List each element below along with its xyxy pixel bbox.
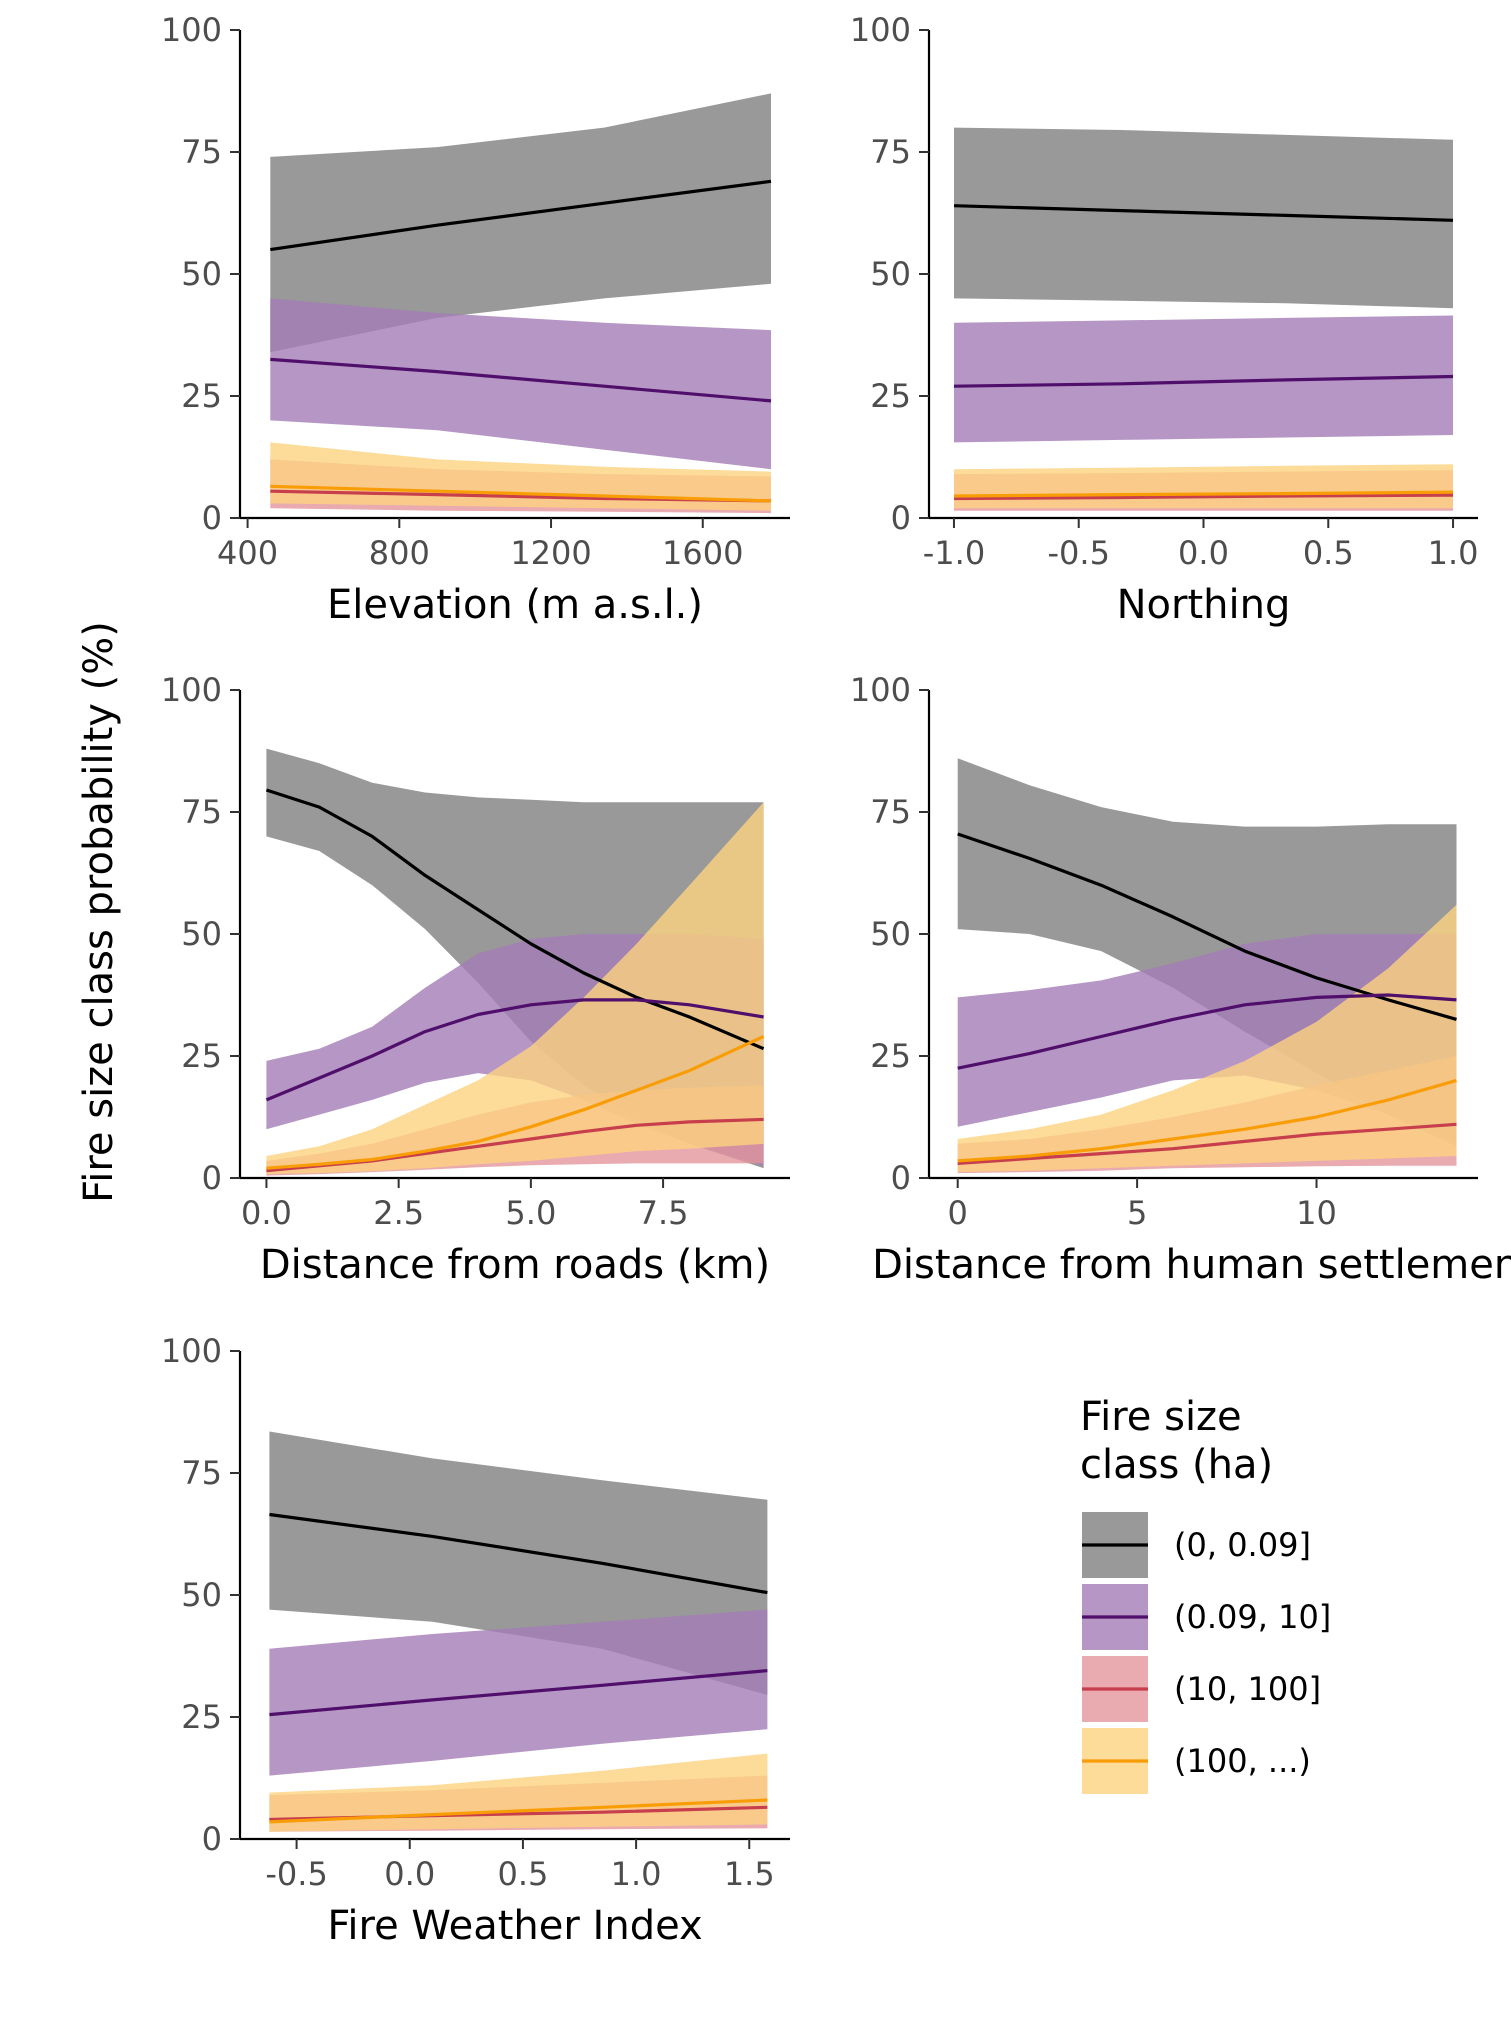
y-tick-label: 50 [870,915,911,953]
legend-label: (10, 100] [1174,1670,1321,1708]
y-tick-label: 50 [181,1576,222,1614]
y-tick-label: 50 [870,255,911,293]
panel-1: 0 25 50 75 100 400 800 1200 1600 Elevation (m a.s… [161,11,790,628]
legend-label: (0.09, 10] [1174,1598,1331,1636]
y-tick-label: 100 [850,11,911,49]
y-tick-label: 25 [181,1698,222,1736]
legend-items: (0, 0.09] (0.09, 10] (10, 100] (100, ...) [1082,1512,1331,1794]
mean-line-100 [957,1078,1457,1163]
x-tick-label: 1600 [662,534,743,572]
panel-3: 0 25 50 75 100 0.0 2.5 5.0 7.5 Distance from road… [161,671,790,1288]
panel-5: 0 25 50 75 100 -0.5 0.0 0.5 1.0 1.5 Fire Weather I… [161,1332,790,1949]
y-tick-label: 75 [181,1454,222,1492]
confidence-band-0-09-10 [270,298,771,470]
confidence-band-100 [954,464,1453,509]
x-tick-label: 2.5 [373,1194,424,1232]
x-axis-title: Distance from human settlement [872,1242,1511,1288]
legend-item-0-0-09: (0, 0.09] [1082,1512,1311,1578]
y-tick-label: 25 [181,1037,222,1075]
panel-2: 0 25 50 75 100 -1.0 -0.5 0.0 0.5 1.0 Northing [850,11,1479,628]
legend-label: (100, ...) [1174,1742,1311,1780]
x-tick-label: 0.0 [241,1194,292,1232]
y-tick-label: 25 [870,1037,911,1075]
y-tick-label: 75 [870,793,911,831]
mean-line-0-0-09 [269,1512,768,1595]
y-tick-label: 0 [891,499,911,537]
y-tick-label: 50 [181,255,222,293]
x-tick-label: 5.0 [505,1194,556,1232]
mean-line-100 [270,484,772,503]
y-axis-title: Fire size class probability (%) [76,621,122,1203]
confidence-band-0-0-09 [270,93,771,353]
legend: Fire size class (ha) (0, 0.09] (0.09, 10]… [1080,1394,1331,1794]
mean-line-0-0-09 [270,179,772,252]
x-tick-label: 5 [1127,1194,1147,1232]
y-tick-label: 75 [181,133,222,171]
confidence-band-0-09-10 [954,315,1453,443]
mean-line-0-0-09 [265,788,765,1051]
y-tick-label: 75 [870,133,911,171]
legend-item-100: (100, ...) [1082,1728,1311,1794]
legend-item-0-09-10: (0.09, 10] [1082,1584,1331,1650]
x-axis-title: Elevation (m a.s.l.) [327,582,703,628]
y-tick-label: 0 [202,1820,222,1858]
y-tick-label: 0 [891,1159,911,1197]
mean-line-10-100 [957,1122,1457,1165]
mean-line-0-09-10 [957,993,1457,1070]
mean-line-0-09-10 [270,357,772,403]
x-tick-label: 0.0 [1178,534,1229,572]
mean-line-0-09-10 [953,374,1454,388]
y-tick-label: 0 [202,499,222,537]
y-tick-label: 25 [181,377,222,415]
x-axis-title: Fire Weather Index [327,1903,702,1949]
mean-line-100 [953,490,1454,498]
x-tick-label: 0.0 [384,1855,435,1893]
x-tick-label: 0 [948,1194,968,1232]
mean-line-0-09-10 [265,998,764,1102]
y-tick-label: 100 [161,1332,222,1370]
confidence-band-0-0-09 [954,127,1453,309]
y-tick-label: 50 [181,915,222,953]
x-tick-label: 0.5 [497,1855,548,1893]
x-tick-label: 7.5 [638,1194,689,1232]
x-tick-label: 400 [217,534,278,572]
legend-title-line1: Fire size [1080,1394,1242,1440]
x-axis-title: Northing [1117,582,1291,628]
x-tick-label: -1.0 [923,534,985,572]
x-tick-label: 10 [1296,1194,1337,1232]
x-axis-title: Distance from roads (km) [260,1242,770,1288]
mean-line-10-100 [953,493,1454,501]
confidence-band-100 [957,904,1457,1173]
y-tick-label: 100 [161,671,222,709]
mean-line-100 [266,1035,765,1170]
legend-label: (0, 0.09] [1174,1526,1311,1564]
x-tick-label: 0.5 [1303,534,1354,572]
mean-line-0-0-09 [953,204,1454,222]
mean-line-100 [269,1798,768,1824]
x-tick-label: 800 [369,534,430,572]
mean-line-0-09-10 [269,1669,768,1717]
y-tick-label: 100 [161,11,222,49]
x-tick-label: 1200 [510,534,591,572]
x-tick-label: -0.5 [1048,534,1110,572]
y-tick-label: 0 [202,1159,222,1197]
legend-item-10-100: (10, 100] [1082,1656,1321,1722]
y-tick-label: 25 [870,377,911,415]
y-tick-label: 75 [181,793,222,831]
confidence-band-100 [266,802,764,1175]
x-tick-label: 1.0 [611,1855,662,1893]
y-tick-label: 100 [850,671,911,709]
legend-title-line2: class (ha) [1080,1442,1273,1488]
x-tick-label: -0.5 [265,1855,327,1893]
x-tick-label: 1.5 [724,1855,775,1893]
panel-4: 0 25 50 75 100 0 5 10 Distance from human settle… [850,671,1511,1288]
x-tick-label: 1.0 [1428,534,1479,572]
